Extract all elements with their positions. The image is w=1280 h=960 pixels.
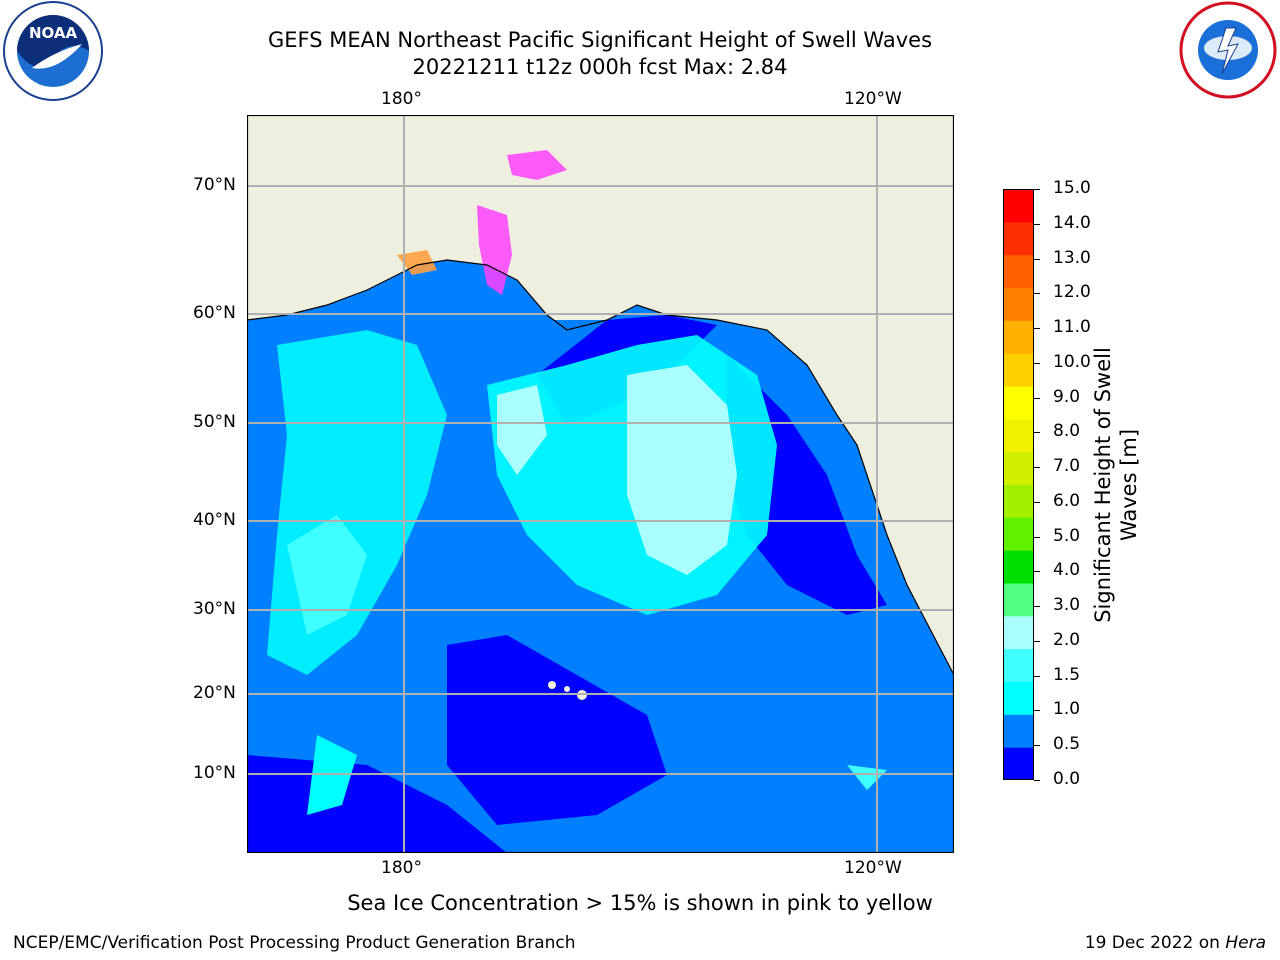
colorbar-segment [1003,747,1034,781]
lon-label-bottom-120w: 120°W [844,858,902,878]
svg-text:NOAA: NOAA [29,24,78,42]
lon-label-bottom-180: 180° [381,858,422,878]
colorbar-tick-mark [1034,745,1040,747]
colorbar-label-line2: Waves [m] [1117,428,1141,542]
colorbar-tick-mark [1034,258,1040,260]
colorbar-segment [1003,517,1034,551]
swell-high-core [627,365,737,575]
lat-label-20n: 20°N [193,683,236,703]
colorbar-tick-mark [1034,223,1040,225]
sea-ice-note-wrap: Sea Ice Concentration > 15% is shown in … [0,891,1280,915]
colorbar-segment [1003,583,1034,617]
lon-label-top-180: 180° [381,89,422,109]
colorbar-tick-mark [1034,189,1040,190]
colorbar-tick-mark [1034,501,1040,503]
lat-label-60n: 60°N [193,303,236,323]
footer-right: 19 Dec 2022 on Hera [1085,933,1266,953]
colorbar-tick-mark [1034,606,1040,608]
colorbar-tick-label: 12.0 [1053,282,1091,303]
colorbar-tick-mark [1034,780,1040,781]
colorbar-tick-label: 1.5 [1053,664,1081,685]
footer-left: NCEP/EMC/Verification Post Processing Pr… [13,933,576,953]
colorbar-segment [1003,484,1034,518]
lat-label-70n: 70°N [193,175,236,195]
colorbar-segment [1003,648,1034,682]
colorbar-tick-mark [1034,397,1040,399]
colorbar-tick-label: 8.0 [1053,421,1081,442]
colorbar [1003,189,1034,781]
colorbar-tick-label: 0.5 [1053,734,1081,755]
colorbar-segment [1003,353,1034,387]
colorbar-segment [1003,254,1034,288]
colorbar-segment [1003,615,1034,650]
colorbar-tick-label: 4.0 [1053,560,1081,581]
graticule [247,115,954,853]
colorbar-segment [1003,189,1034,223]
colorbar-tick-mark [1034,293,1040,295]
lat-label-40n: 40°N [193,510,236,530]
lat-label-10n: 10°N [193,763,236,783]
colorbar-segment [1003,386,1034,420]
lat-label-50n: 50°N [193,412,236,432]
colorbar-tick-mark [1034,675,1040,677]
colorbar-tick-mark [1034,432,1040,434]
colorbar-label: Significant Height of Swell Waves [m] [1090,347,1142,623]
colorbar-tick-mark [1034,536,1040,538]
chart-title: GEFS MEAN Northeast Pacific Significant … [267,28,933,52]
colorbar-tick-label: 3.0 [1053,595,1081,616]
colorbar-tick-mark [1034,571,1040,573]
footer-date: 19 Dec 2022 on [1084,933,1226,953]
colorbar-tick-label: 5.0 [1053,525,1081,546]
colorbar-tick-label: 6.0 [1053,490,1081,511]
colorbar-tick-mark [1034,328,1040,330]
colorbar-tick-label: 0.0 [1053,769,1081,789]
map-panel [246,114,955,854]
colorbar-label-line1: Significant Height of Swell [1091,347,1115,623]
colorbar-tick-label: 10.0 [1053,351,1091,372]
colorbar-tick-label: 15.0 [1053,178,1091,198]
nws-logo [1178,0,1278,100]
land-north-america [717,175,954,675]
colorbar-tick-mark [1034,467,1040,469]
colorbar-tick-mark [1034,362,1040,364]
colorbar-segment [1003,550,1034,584]
colorbar-tick-mark [1034,640,1040,642]
lon-label-top-120w: 120°W [844,89,902,109]
colorbar-tick-label: 2.0 [1053,629,1081,650]
footer-machine: Hera [1225,933,1266,953]
swell-low-central [447,635,667,825]
chart-subtitle: 20221211 t12z 000h fcst Max: 2.84 [412,55,788,79]
colorbar-tick-label: 1.0 [1053,699,1081,720]
colorbar-tick-label: 14.0 [1053,212,1091,233]
colorbar-segment [1003,287,1034,321]
colorbar-segment [1003,418,1034,453]
colorbar-segment [1003,714,1034,748]
colorbar-segment [1003,320,1034,354]
colorbar-segment [1003,221,1034,256]
colorbar-tick-mark [1034,710,1040,712]
colorbar-tick-label: 11.0 [1053,317,1091,338]
noaa-logo: NOAA [2,0,104,102]
colorbar-segment [1003,451,1034,485]
map-frame [246,114,955,854]
lat-label-30n: 30°N [193,599,236,619]
colorbar-tick-label: 7.0 [1053,456,1081,477]
colorbar-tick-label: 9.0 [1053,386,1081,407]
sea-ice-note: Sea Ice Concentration > 15% is shown in … [347,891,933,915]
colorbar-frame [1003,189,1034,780]
colorbar-tick-label: 13.0 [1053,247,1091,268]
colorbar-segment [1003,681,1034,715]
